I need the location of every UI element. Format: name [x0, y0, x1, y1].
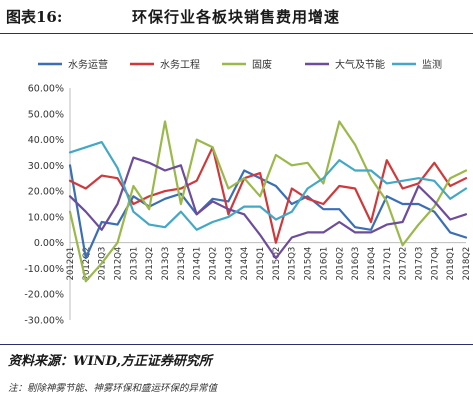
y-tick-label: 60.00%	[28, 84, 64, 95]
y-tick-label: -20.00%	[24, 290, 64, 301]
legend-label: 固废	[252, 58, 272, 71]
y-tick-label: 10.00%	[28, 212, 64, 223]
x-tick-label: 2013Q3	[161, 247, 171, 281]
x-tick-label: 2013Q4	[177, 247, 187, 281]
y-tick-label: -10.00%	[24, 264, 64, 275]
x-tick-label: 2016Q3	[351, 247, 361, 281]
series-line	[68, 120, 468, 283]
x-tick-label: 2016Q2	[335, 247, 345, 281]
y-tick-label: 0.00%	[34, 238, 64, 249]
figure-header: 图表16: 环保行业各板块销售费用增速	[0, 0, 473, 34]
x-tick-label: 2014Q2	[209, 247, 219, 281]
legend-label: 大气及节能	[335, 58, 385, 71]
y-tick-label: 30.00%	[28, 161, 64, 172]
x-tick-label: 2014Q4	[240, 247, 250, 281]
x-tick-label: 2017Q1	[383, 247, 393, 281]
note-text: 注：剔除神雾节能、神雾环保和盛运环保的异常值	[8, 383, 218, 394]
series-line	[68, 156, 468, 260]
x-tick-label: 2017Q2	[399, 247, 409, 281]
legend-label: 水务工程	[160, 58, 200, 71]
x-tick-label: 2013Q1	[129, 247, 139, 281]
x-tick-label: 2017Q4	[430, 247, 440, 281]
legend-label: 水务运营	[68, 58, 108, 71]
x-tick-label: 2013Q2	[145, 247, 155, 281]
x-tick-label: 2014Q1	[193, 247, 203, 281]
x-tick-label: 2017Q3	[414, 247, 424, 281]
y-tick-label: 20.00%	[28, 187, 64, 198]
x-tick-label: 2018Q1	[446, 247, 456, 281]
x-tick-label: 2018Q2	[462, 247, 472, 281]
x-tick-label: 2014Q3	[224, 247, 234, 281]
x-tick-label: 2012Q2	[82, 247, 92, 281]
series-line	[68, 146, 468, 244]
x-tick-label: 2012Q1	[66, 247, 76, 281]
source-divider	[0, 344, 473, 345]
y-tick-label: 50.00%	[28, 109, 64, 120]
line-chart: 60.00% 50.00% 40.00% 30.00% 20.00% 10.00% 0.00…	[24, 58, 472, 327]
series-line	[68, 140, 468, 231]
y-tick-label: -30.00%	[24, 316, 64, 327]
y-tick-label: 40.00%	[28, 135, 64, 146]
x-tick-label: 2015Q1	[256, 247, 266, 281]
legend-label: 监测	[422, 58, 442, 71]
x-tick-label: 2016Q4	[367, 247, 377, 281]
x-tick-label: 2015Q4	[304, 247, 314, 281]
series-line	[68, 164, 468, 260]
x-tick-label: 2015Q3	[288, 247, 298, 281]
chart-title: 环保行业各板块销售费用增速	[132, 8, 341, 26]
source-text: 资料来源：WIND,方正证券研究所	[8, 354, 212, 369]
x-tick-label: 2016Q1	[319, 247, 329, 281]
x-tick-label: 2012Q4	[114, 247, 124, 281]
figure-number: 图表16:	[6, 8, 63, 26]
x-tick-label: 2015Q2	[272, 247, 282, 281]
